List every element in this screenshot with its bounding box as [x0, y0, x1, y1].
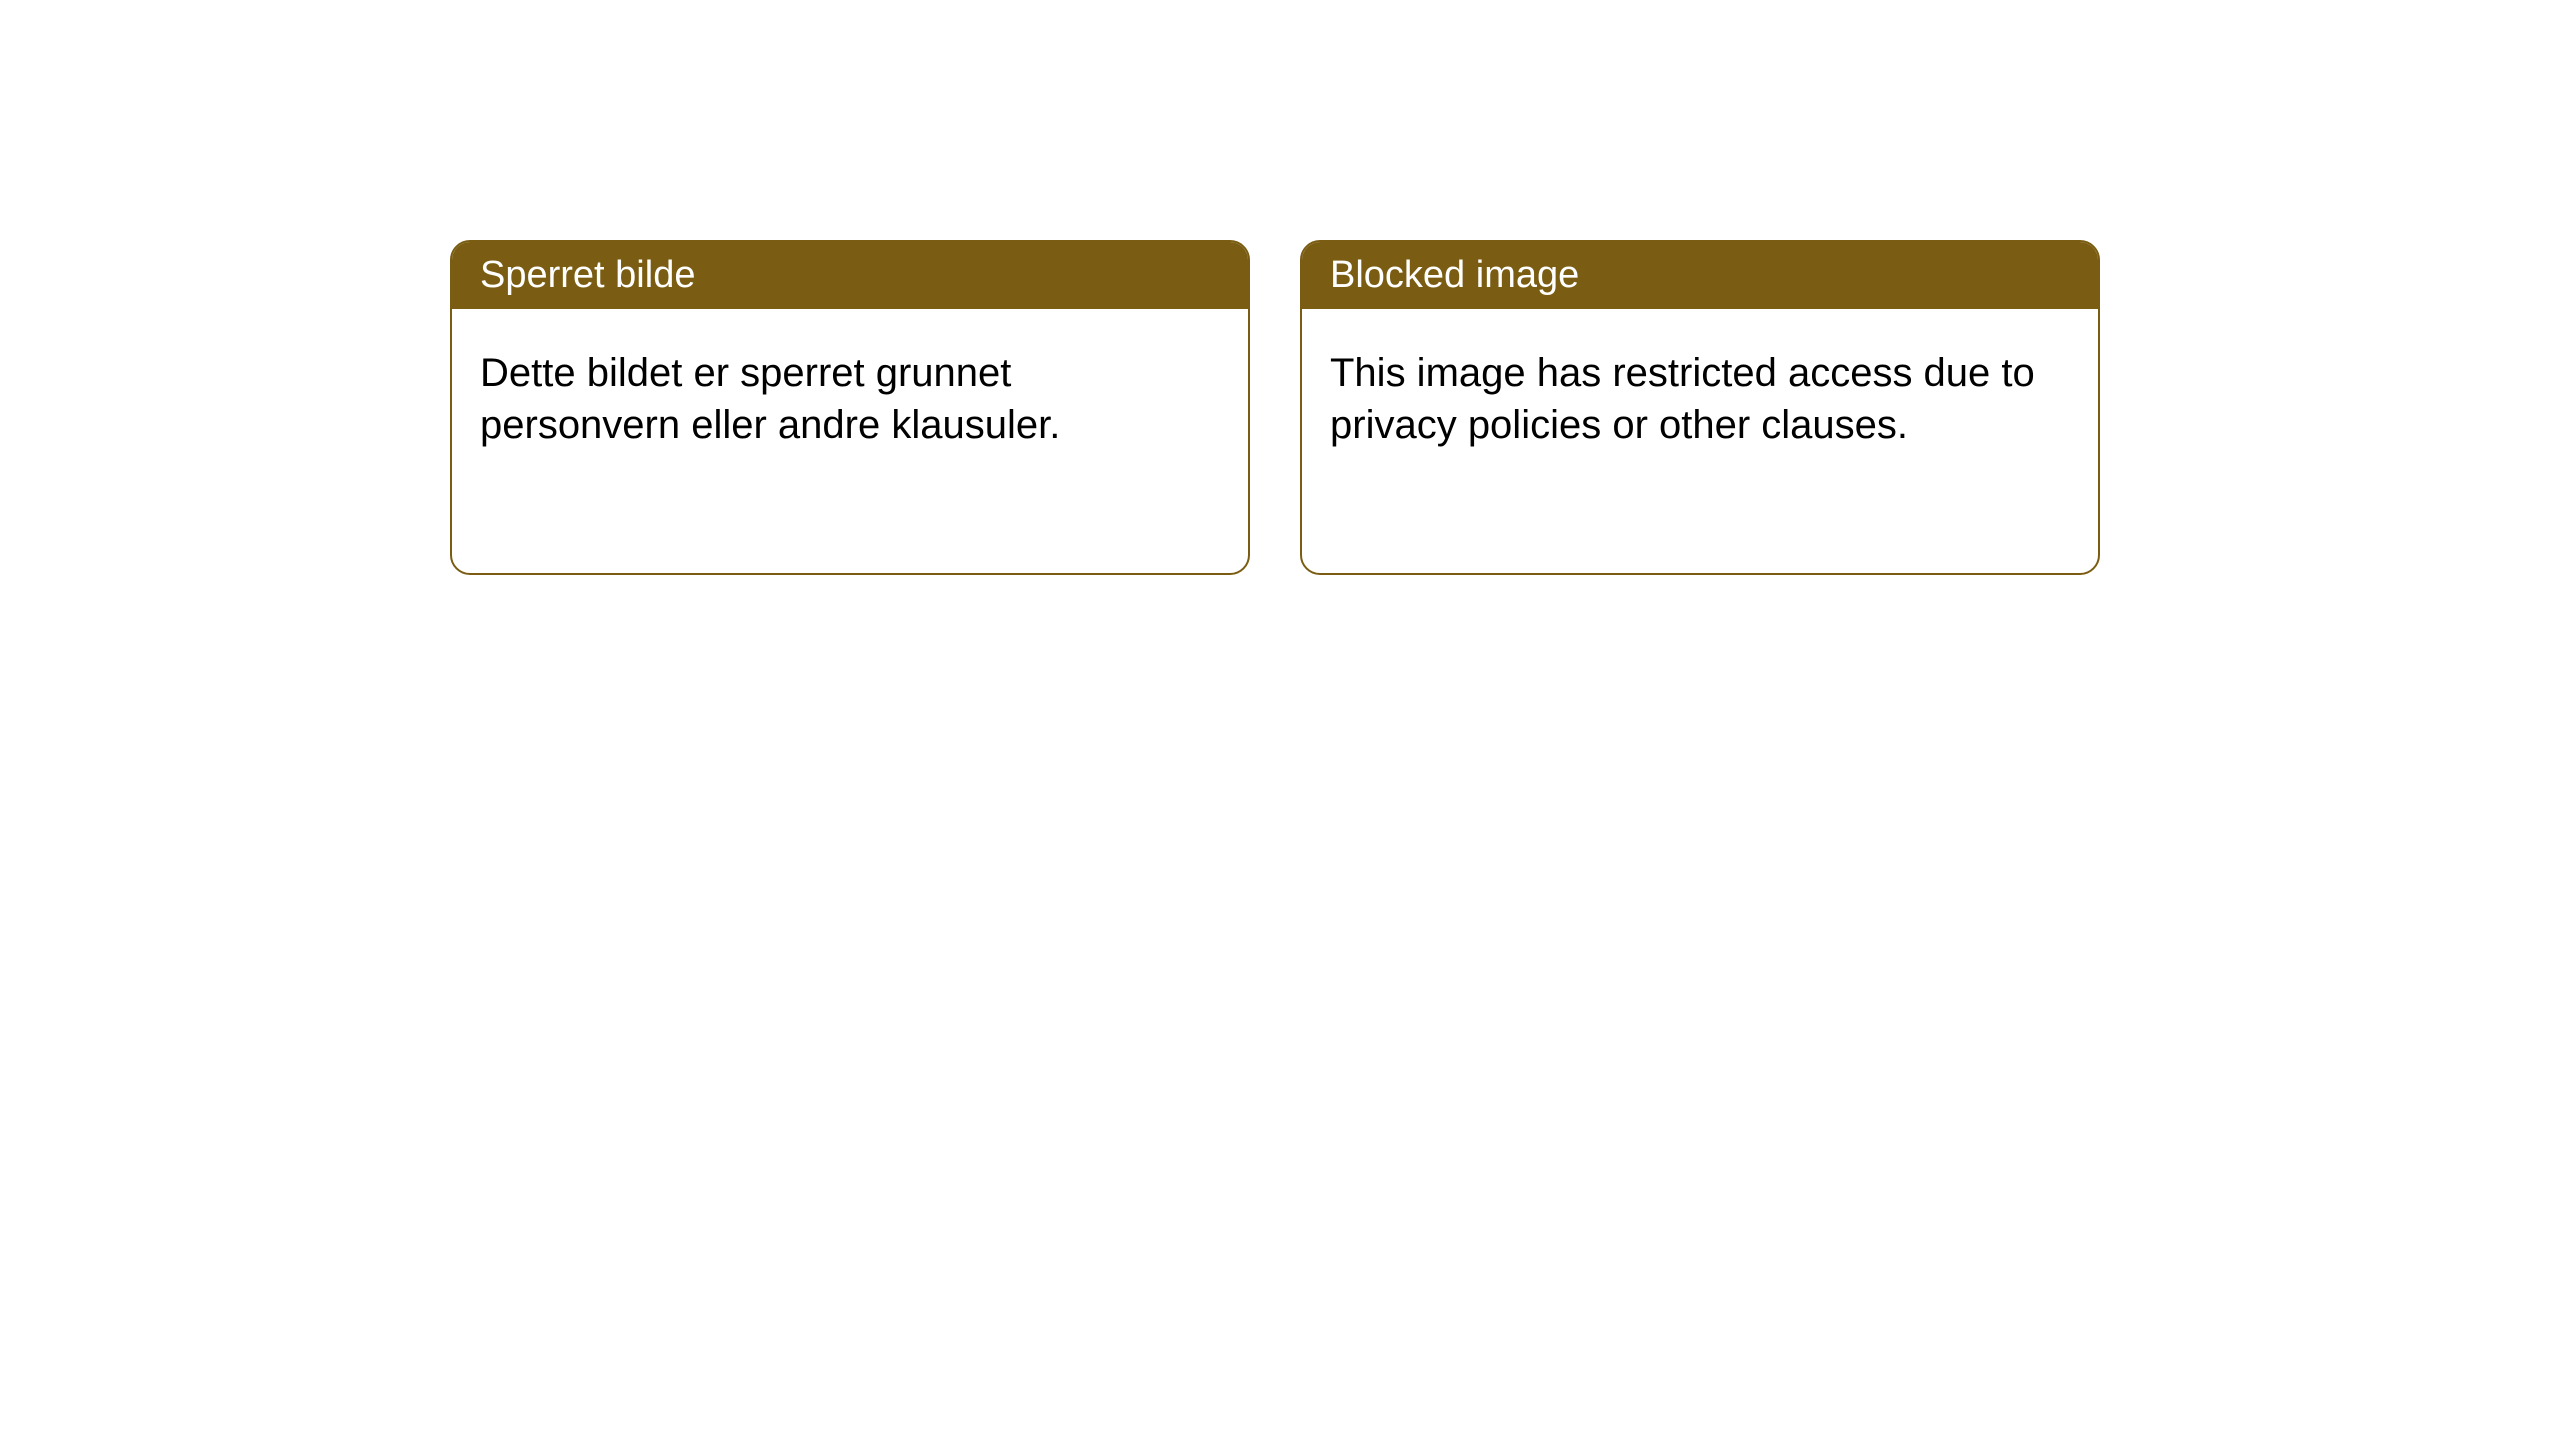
card-body-english: This image has restricted access due to …: [1302, 309, 2098, 489]
notice-container: Sperret bilde Dette bildet er sperret gr…: [0, 0, 2560, 575]
card-title-english: Blocked image: [1302, 242, 2098, 309]
blocked-image-card-english: Blocked image This image has restricted …: [1300, 240, 2100, 575]
card-body-norwegian: Dette bildet er sperret grunnet personve…: [452, 309, 1248, 489]
blocked-image-card-norwegian: Sperret bilde Dette bildet er sperret gr…: [450, 240, 1250, 575]
card-title-norwegian: Sperret bilde: [452, 242, 1248, 309]
